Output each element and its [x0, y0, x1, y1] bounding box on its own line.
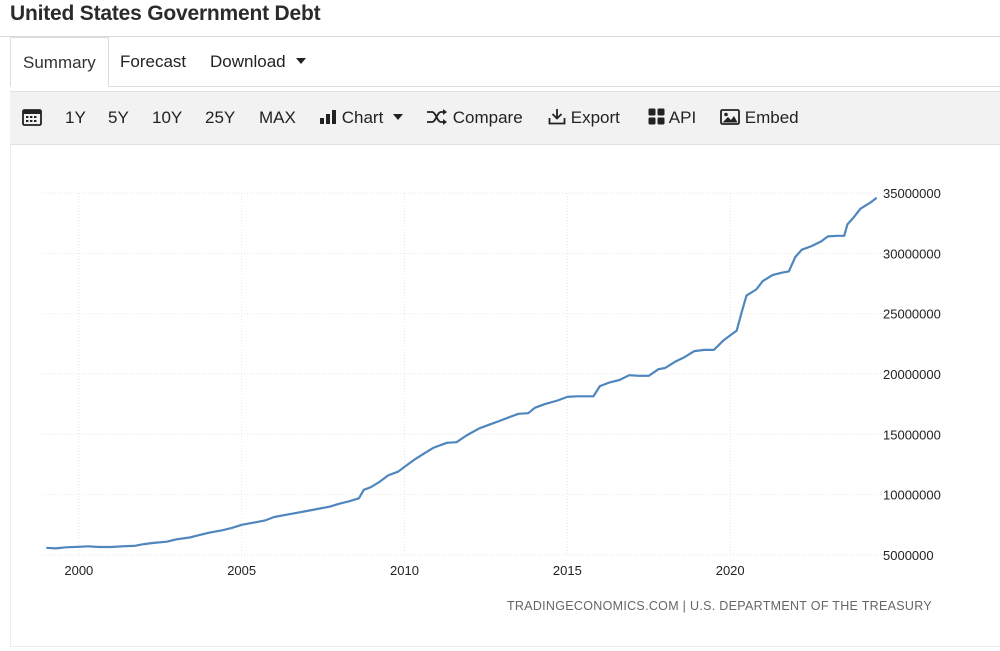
range-max-button[interactable]: MAX — [259, 108, 296, 127]
x-tick-label: 2010 — [390, 563, 419, 578]
range-25y-button[interactable]: 25Y — [205, 108, 236, 127]
tab-download[interactable]: Download — [210, 37, 306, 87]
tab-bar: Summary Forecast Download — [10, 37, 1000, 87]
source-credit: TRADINGECONOMICS.COM | U.S. DEPARTMENT O… — [507, 599, 932, 613]
bar-chart-icon — [320, 109, 336, 124]
y-tick-label: 30000000 — [883, 246, 941, 261]
calendar-icon — [22, 108, 42, 126]
download-icon — [548, 109, 566, 125]
grid-lines — [43, 192, 886, 556]
compare-button[interactable]: Compare — [426, 92, 523, 144]
y-axis-ticks: 5000000 10000000 15000000 20000000 25000000 3… — [883, 186, 941, 563]
title-divider — [0, 36, 1000, 37]
api-button[interactable]: API — [648, 92, 696, 144]
x-tick-label: 2020 — [716, 563, 745, 578]
y-tick-label: 25000000 — [883, 307, 941, 322]
x-tick-label: 2015 — [553, 563, 582, 578]
api-label: API — [668, 108, 697, 127]
range-1y-button[interactable]: 1Y — [65, 108, 86, 127]
range-5y-button[interactable]: 5Y — [108, 108, 129, 127]
tab-forecast[interactable]: Forecast — [120, 52, 187, 71]
chart-type-button[interactable]: Chart — [319, 92, 404, 144]
chart-area: 2000 2005 2010 2015 2020 5000000 10000000 1500… — [10, 145, 1000, 647]
export-label: Export — [570, 108, 620, 127]
chart-toolbar: 1Y 5Y 10Y 25Y MAX Chart Compare Export A… — [10, 91, 1000, 145]
chart-type-label: Chart — [341, 108, 384, 127]
x-tick-label: 2000 — [64, 563, 93, 578]
caret-down-icon — [295, 57, 306, 64]
embed-label: Embed — [744, 108, 799, 127]
y-tick-label: 35000000 — [883, 186, 941, 201]
embed-button[interactable]: Embed — [720, 92, 799, 144]
page-title: United States Government Debt — [10, 2, 321, 25]
chevron-down-icon — [393, 113, 404, 120]
y-tick-label: 15000000 — [883, 427, 941, 442]
y-tick-label: 10000000 — [883, 488, 941, 503]
x-axis-ticks: 2000 2005 2010 2015 2020 — [64, 563, 744, 578]
range-10y-button[interactable]: 10Y — [152, 108, 183, 127]
line-chart: 2000 2005 2010 2015 2020 5000000 10000000 1500… — [43, 186, 941, 613]
series-layer — [46, 196, 878, 550]
y-tick-label: 20000000 — [883, 367, 941, 382]
image-icon — [720, 108, 740, 125]
y-tick-label: 5000000 — [883, 548, 934, 563]
shuffle-icon — [427, 108, 447, 125]
grid-icon — [648, 108, 665, 125]
tab-summary[interactable]: Summary — [10, 37, 109, 87]
compare-label: Compare — [452, 108, 523, 127]
calendar-button[interactable] — [22, 92, 42, 144]
export-button[interactable]: Export — [548, 92, 620, 144]
tab-bar-divider — [10, 86, 1000, 87]
debt-series-line — [46, 196, 878, 550]
x-tick-label: 2005 — [227, 563, 256, 578]
tab-download-label: Download — [210, 52, 286, 71]
